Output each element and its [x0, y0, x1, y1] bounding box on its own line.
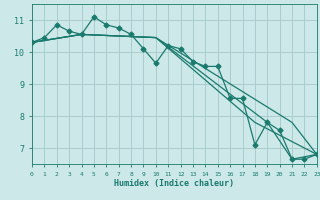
X-axis label: Humidex (Indice chaleur): Humidex (Indice chaleur): [115, 179, 234, 188]
